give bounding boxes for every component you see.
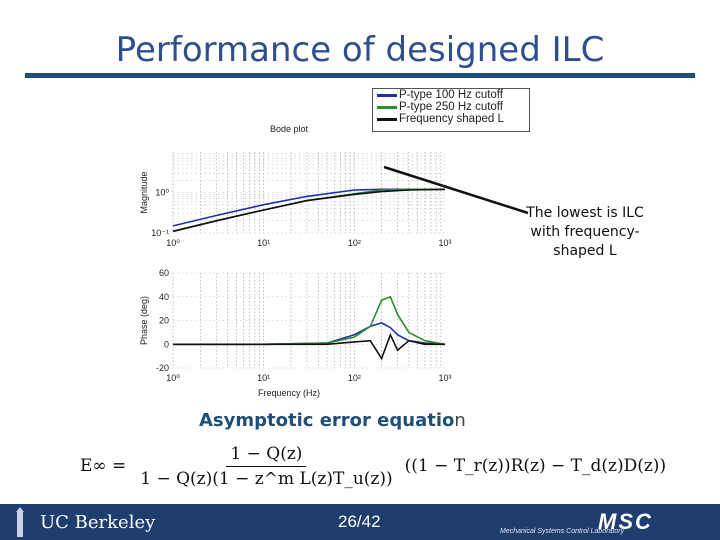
legend-label: P-type 100 Hz cutoff [399, 88, 503, 101]
asymptotic-error-equation: E∞ = 1 − Q(z) 1 − Q(z)(1 − z^m L(z)T_u(z… [80, 442, 666, 490]
legend-item: P-type 250 Hz cutoff [377, 101, 529, 113]
equation-lhs: E∞ = [80, 456, 127, 476]
plot-legend: P-type 100 Hz cutoff P-type 250 Hz cutof… [372, 88, 530, 132]
x-tick-label: 10⁰ [166, 238, 180, 248]
legend-item: P-type 100 Hz cutoff [377, 89, 529, 101]
equation-fraction: 1 − Q(z) 1 − Q(z)(1 − z^m L(z)T_u(z)) [136, 444, 396, 489]
equation-denominator: 1 − Q(z)(1 − z^m L(z)T_u(z)) [140, 468, 393, 489]
page-number: 26/42 [338, 512, 381, 531]
subheading-tail: n [454, 410, 466, 431]
x-tick-label: 10⁰ [166, 373, 180, 383]
annotation-pointer [383, 165, 529, 215]
legend-swatch [377, 117, 397, 121]
series-line [172, 188, 446, 233]
slide-footer: UC Berkeley 26/42 MSC Mechanical Systems… [0, 504, 720, 540]
legend-swatch [377, 93, 397, 97]
x-tick-label: 10¹ [257, 373, 270, 383]
x-axis-label: Frequency (Hz) [258, 388, 320, 398]
campanile-icon [16, 507, 24, 537]
x-tick-label: 10¹ [257, 238, 270, 248]
section-subheading: Asymptotic error equation [199, 410, 466, 431]
equation-numerator: 1 − Q(z) [226, 444, 307, 467]
phase-plot: 10⁰ 10¹ 10² 10³ 60 40 20 0 -20 Phase (deg) Frequen… [139, 268, 452, 398]
msc-logo: MSC [598, 509, 653, 534]
msc-lab-name: Mechanical Systems Control Laboratory [500, 528, 625, 535]
title-underline [25, 73, 695, 78]
legend-swatch [377, 105, 397, 109]
y-tick-label: 40 [159, 292, 169, 302]
y-tick-label: -20 [156, 363, 169, 373]
series-line [172, 188, 445, 227]
series-line [173, 332, 445, 361]
y-tick-label: 20 [159, 316, 169, 326]
annotation-text: The lowest is ILC with frequency-shaped … [526, 205, 644, 259]
subheading-main: Asymptotic error equatio [199, 410, 455, 431]
equation-rhs: ((1 − T_r(z))R(z) − T_d(z)D(z)) [404, 456, 667, 476]
slide-title: Performance of designed ILC [115, 30, 605, 70]
y-axis-label: Magnitude [139, 171, 149, 213]
legend-item: Frequency shaped L [377, 113, 529, 125]
x-tick-label: 10² [348, 238, 361, 248]
legend-label: Frequency shaped L [399, 112, 504, 125]
y-tick-label: 10⁰ [155, 188, 169, 198]
x-tick-label: 10² [348, 373, 361, 383]
plot-title: Bode plot [270, 124, 309, 134]
y-tick-label: 60 [159, 268, 169, 278]
uc-berkeley-logo: UC Berkeley [40, 512, 156, 533]
y-axis-label: Phase (deg) [139, 296, 149, 345]
y-tick-label: 0 [164, 339, 169, 349]
legend-label: P-type 250 Hz cutoff [399, 100, 503, 113]
x-tick-label: 10³ [438, 238, 451, 248]
y-tick-label: 10⁻¹ [151, 228, 169, 238]
x-tick-label: 10³ [438, 373, 451, 383]
